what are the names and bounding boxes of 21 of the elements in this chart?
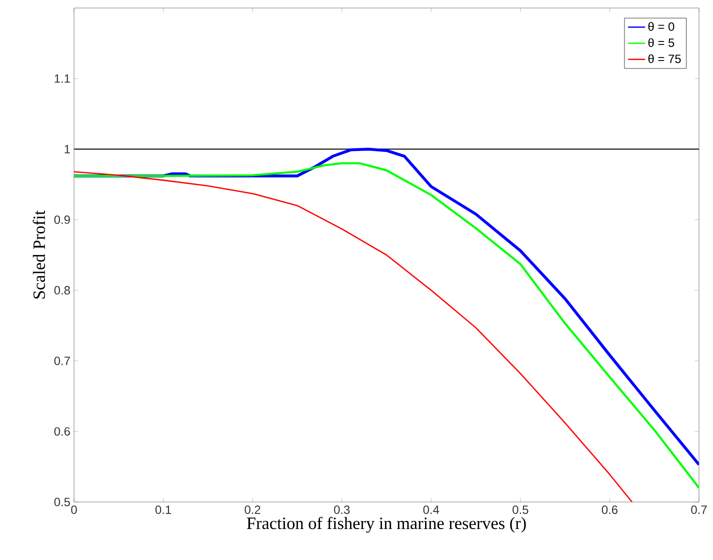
y-tick-label: 0.6 [54, 427, 70, 436]
x-tick-label: 0.7 [691, 506, 707, 514]
x-tick-label: 0.1 [155, 506, 172, 514]
x-tick-label: 0.2 [244, 506, 260, 514]
legend-label: θ = 75 [648, 54, 681, 64]
x-tick-label: 0.6 [602, 506, 618, 514]
y-tick-label: 1.1 [54, 74, 70, 83]
x-tick-label: 0 [71, 506, 77, 514]
y-axis-title: Scaled Profit [32, 210, 46, 299]
y-tick-label: 0.5 [54, 498, 70, 506]
x-axis-title: Fraction of fishery in marine reserves (r) [246, 516, 526, 533]
legend-label: θ = 0 [648, 22, 674, 31]
x-tick-label: 0.5 [512, 506, 528, 514]
y-tick-label: 0.7 [54, 356, 70, 366]
line-series [74, 171, 633, 502]
y-tick-label: 0.8 [54, 286, 70, 295]
x-tick-label: 0.3 [334, 506, 350, 514]
y-tick-label: 0.9 [54, 215, 70, 224]
legend-label: θ = 5 [648, 38, 674, 47]
x-tick-label: 0.4 [423, 506, 440, 514]
y-tick-label: 1 [64, 145, 70, 154]
